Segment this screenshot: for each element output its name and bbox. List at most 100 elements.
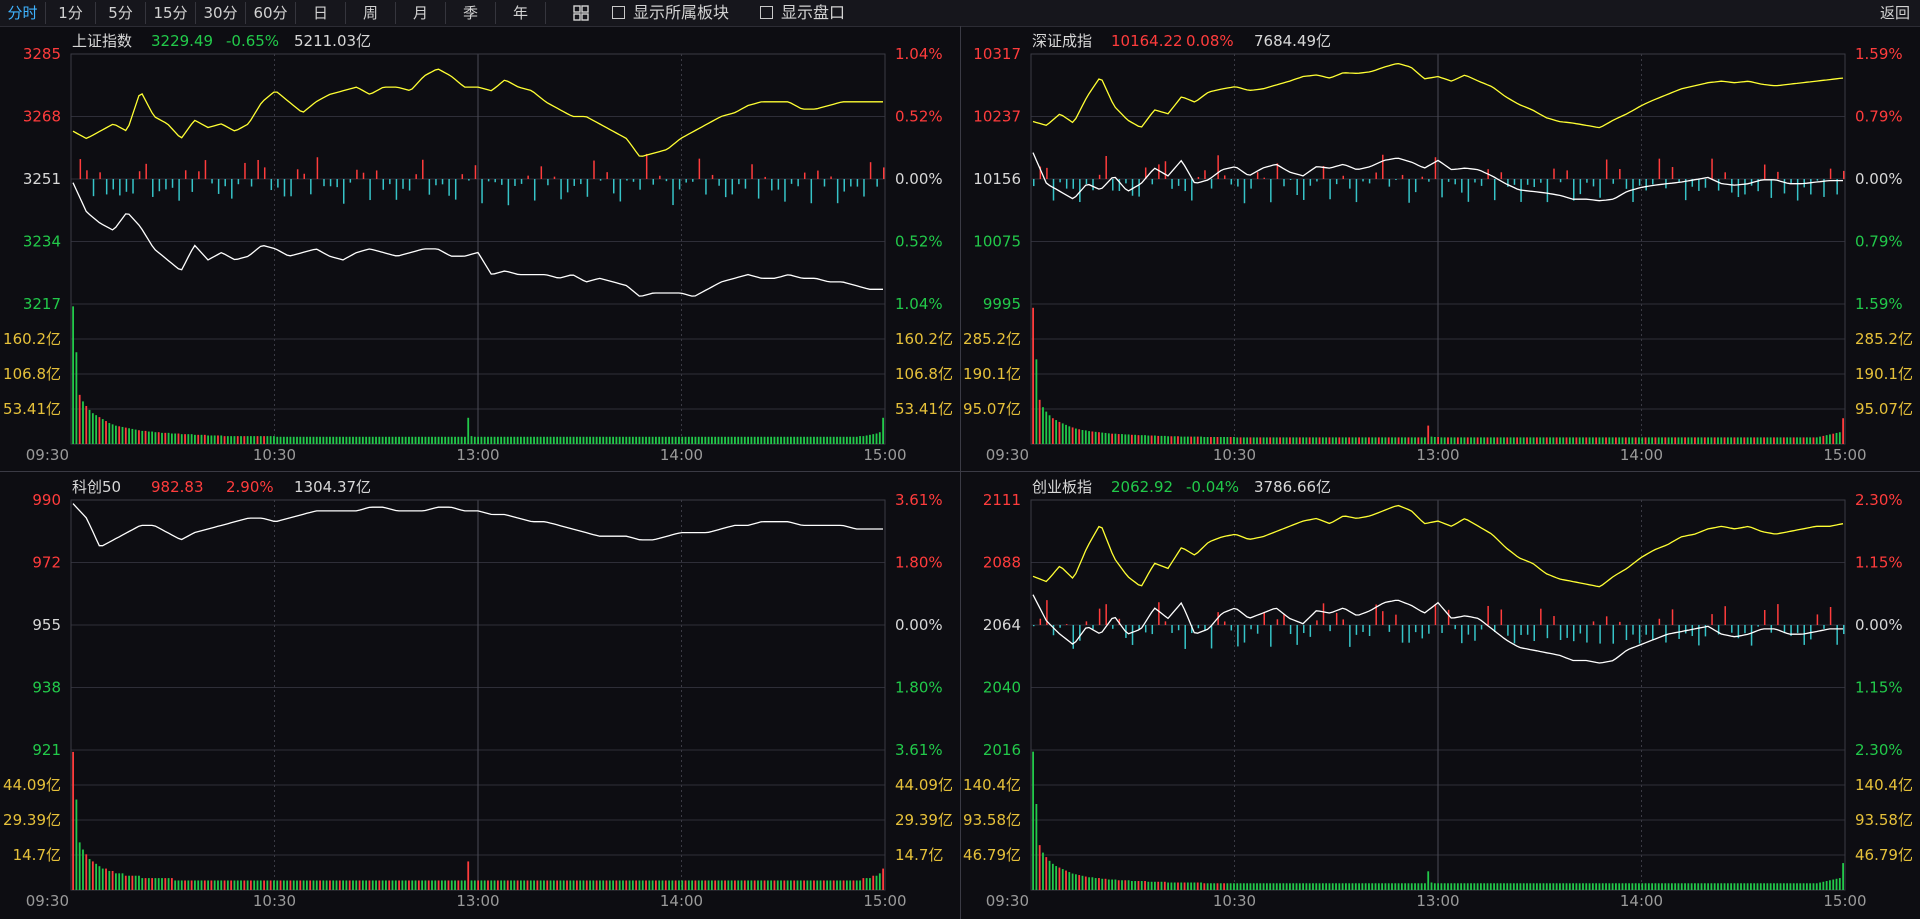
volume-bar [566, 436, 568, 444]
tab-period-7[interactable]: 周 [346, 2, 396, 24]
volume-bar [1667, 437, 1670, 444]
volume-bar [1624, 437, 1627, 444]
volume-bar [750, 880, 753, 890]
volume-bar [483, 880, 486, 890]
back-button[interactable]: 返回 [1879, 4, 1910, 22]
volume-bar [1351, 883, 1354, 890]
imbalance-bar [705, 179, 707, 195]
tab-period-6[interactable]: 日 [296, 2, 346, 24]
volume-bar [1476, 883, 1479, 890]
volume-bar [608, 880, 611, 890]
imbalance-bar [1454, 625, 1456, 630]
volume-bar [724, 436, 726, 444]
volume-bar [147, 431, 150, 444]
volume-bar [1618, 883, 1621, 890]
volume-bar [1717, 437, 1719, 444]
volume-bar [1539, 883, 1542, 890]
volume-bar [1756, 883, 1759, 890]
volume-bar [299, 436, 302, 444]
average-price-line [1032, 504, 1844, 588]
tab-period-0[interactable]: 分时 [0, 2, 46, 24]
volume-bar [1305, 883, 1308, 890]
tab-period-9[interactable]: 季 [446, 2, 496, 24]
pct-tick: 0.52% [895, 233, 943, 251]
volume-bar [1782, 437, 1785, 444]
tab-period-5[interactable]: 60分 [246, 2, 296, 24]
volume-bar [213, 880, 216, 890]
volume-bar [1476, 437, 1479, 444]
tab-period-2[interactable]: 5分 [96, 2, 146, 24]
imbalance-bar [1757, 179, 1759, 192]
volume-bar [1559, 883, 1561, 890]
tab-period-10[interactable]: 年 [496, 2, 546, 24]
show-orderbook-checkbox[interactable]: 显示盘口 [760, 2, 845, 24]
volume-bar [1354, 883, 1357, 890]
grid-layout-icon[interactable] [573, 5, 589, 21]
imbalance-bar [1322, 166, 1325, 179]
volume-bar [684, 880, 687, 890]
volume-bar [1107, 879, 1110, 890]
volume-bar [355, 436, 358, 444]
volume-bar [348, 436, 351, 444]
volume-bar [292, 436, 295, 444]
volume-bar [1545, 883, 1548, 890]
volume-bar [691, 436, 694, 444]
imbalance-bar [1158, 164, 1160, 179]
volume-bar [552, 880, 555, 890]
volume-bar [1519, 437, 1522, 444]
volume-bar [1104, 878, 1107, 890]
volume-bar [1440, 883, 1443, 890]
imbalance-bar [869, 162, 872, 179]
vol-tick-right: 29.39亿 [895, 811, 953, 829]
volume-bar [184, 880, 186, 890]
volume-bar [371, 880, 374, 890]
imbalance-bar [382, 179, 385, 190]
price-tick: 9995 [983, 295, 1021, 313]
volume-bar [1782, 883, 1785, 890]
imbalance-bar [1704, 179, 1707, 188]
volume-bar [233, 880, 236, 890]
pct-axis: 1.04%0.52%0.00%0.52%1.04% [895, 45, 943, 313]
volume-bar [1710, 437, 1713, 444]
tab-period-1[interactable]: 1分 [46, 2, 96, 24]
imbalance-bar [1349, 179, 1351, 189]
volume-bar [332, 436, 335, 444]
tab-period-8[interactable]: 月 [396, 2, 446, 24]
volume-bar [385, 436, 387, 444]
imbalance-bar [1652, 625, 1654, 641]
volume-bar [1394, 437, 1397, 444]
volume-bar [1661, 883, 1663, 890]
volume-bar [1397, 437, 1400, 444]
tab-period-3[interactable]: 15分 [146, 2, 196, 24]
volume-bar [1140, 435, 1143, 444]
volume-bar [664, 880, 667, 890]
volume-bar [1549, 437, 1551, 444]
volume-bar [1364, 437, 1367, 444]
volume-bar [1361, 437, 1364, 444]
imbalance-bar [1836, 179, 1838, 195]
volume-bar [1391, 437, 1393, 444]
volume-bar [556, 436, 559, 444]
tab-period-4[interactable]: 30分 [196, 2, 246, 24]
volume-bar [1440, 437, 1443, 444]
index-amount: 7684.49亿 [1254, 32, 1331, 50]
volume-bar [1124, 434, 1127, 444]
imbalance-bar [270, 179, 273, 191]
volume-bar [1779, 883, 1782, 890]
volume-bar [1410, 437, 1413, 444]
imbalance-bar [1329, 179, 1331, 200]
volume-bar [75, 352, 78, 444]
volume-bar [388, 436, 391, 444]
volume-bar [1838, 878, 1841, 890]
volume-bar [375, 436, 377, 444]
imbalance-bar [99, 172, 101, 179]
volume-bar [615, 880, 618, 890]
imbalance-bar [606, 172, 608, 179]
volume-bar [1802, 883, 1805, 890]
volume-bar [348, 880, 351, 890]
imbalance-bar [1335, 179, 1338, 185]
volume-bar [605, 880, 608, 890]
volume-bar [1341, 883, 1344, 890]
show-sector-checkbox[interactable]: 显示所属板块 [612, 2, 729, 24]
imbalance-bar [672, 179, 674, 206]
